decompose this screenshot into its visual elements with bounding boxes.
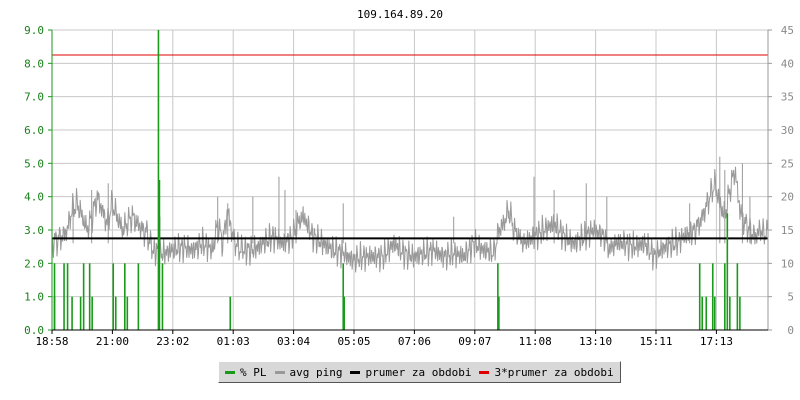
- left-tick-label: 4.0: [24, 191, 44, 204]
- legend-swatch: [225, 370, 235, 374]
- series-layer: [51, 30, 768, 330]
- left-tick-label: 9.0: [24, 24, 44, 37]
- left-tick-label: 1.0: [24, 291, 44, 304]
- right-tick-label: 45: [781, 24, 794, 37]
- left-tick-label: 3.0: [24, 224, 44, 237]
- right-axis-ticks: 0 5 10 15 20 25 30 35 40 45: [768, 24, 794, 337]
- x-tick-label: 11:08: [519, 335, 552, 348]
- x-tick-label: 09:07: [458, 335, 491, 348]
- left-tick-label: 0.0: [24, 324, 44, 337]
- right-tick-label: 15: [781, 224, 794, 237]
- legend-label: prumer za obdobi: [365, 365, 472, 379]
- left-tick-label: 8.0: [24, 57, 44, 70]
- legend-label: % PL: [240, 365, 267, 379]
- x-axis-ticks: 18:58 21:00 23:02 01:03 03:04 05:05 07:06 09:07…: [35, 330, 733, 348]
- x-tick-label: 03:04: [277, 335, 310, 348]
- x-tick-label: 01:03: [217, 335, 250, 348]
- left-tick-label: 2.0: [24, 257, 44, 270]
- grid-lines: [51, 29, 768, 330]
- left-tick-label: 5.0: [24, 157, 44, 170]
- legend-swatch: [274, 370, 285, 374]
- chart-title: 109.164.89.20: [357, 8, 443, 21]
- x-tick-label: 23:02: [156, 335, 189, 348]
- x-tick-label: 18:58: [35, 335, 68, 348]
- series-avg-ping-line: [51, 166, 768, 273]
- legend-item: prumer za obdobi: [350, 366, 471, 379]
- legend-swatch: [479, 370, 490, 374]
- x-tick-label: 05:05: [337, 335, 370, 348]
- x-tick-label: 15:11: [639, 335, 672, 348]
- legend-item: avg ping: [274, 365, 343, 379]
- right-tick-label: 25: [781, 157, 794, 170]
- x-tick-label: 21:00: [96, 335, 129, 348]
- legend-item: % PL: [225, 366, 267, 379]
- legend: % PL avg ping prumer za obdobi 3*prumer za …: [218, 361, 621, 383]
- x-tick-label: 07:06: [398, 335, 431, 348]
- legend-item: 3*prumer za obdobi: [479, 365, 614, 379]
- left-axis-ticks: 0.0 1.0 2.0 3.0 4.0 5.0 6.0 7.0 8.0 9.0: [24, 24, 52, 337]
- legend-swatch: [350, 370, 361, 374]
- right-tick-label: 5: [787, 291, 794, 304]
- left-tick-label: 7.0: [24, 91, 44, 104]
- legend-label: 3*prumer za obdobi: [494, 365, 614, 379]
- right-tick-label: 10: [781, 257, 794, 270]
- axes-frame: [51, 30, 769, 331]
- legend-label: avg ping: [289, 365, 343, 379]
- right-tick-label: 30: [781, 124, 794, 137]
- right-tick-label: 35: [781, 91, 794, 104]
- right-tick-label: 40: [781, 57, 794, 70]
- left-tick-label: 6.0: [24, 124, 44, 137]
- x-tick-label: 17:13: [700, 335, 733, 348]
- right-tick-label: 0: [787, 324, 794, 337]
- x-tick-label: 13:10: [579, 335, 612, 348]
- right-tick-label: 20: [781, 191, 794, 204]
